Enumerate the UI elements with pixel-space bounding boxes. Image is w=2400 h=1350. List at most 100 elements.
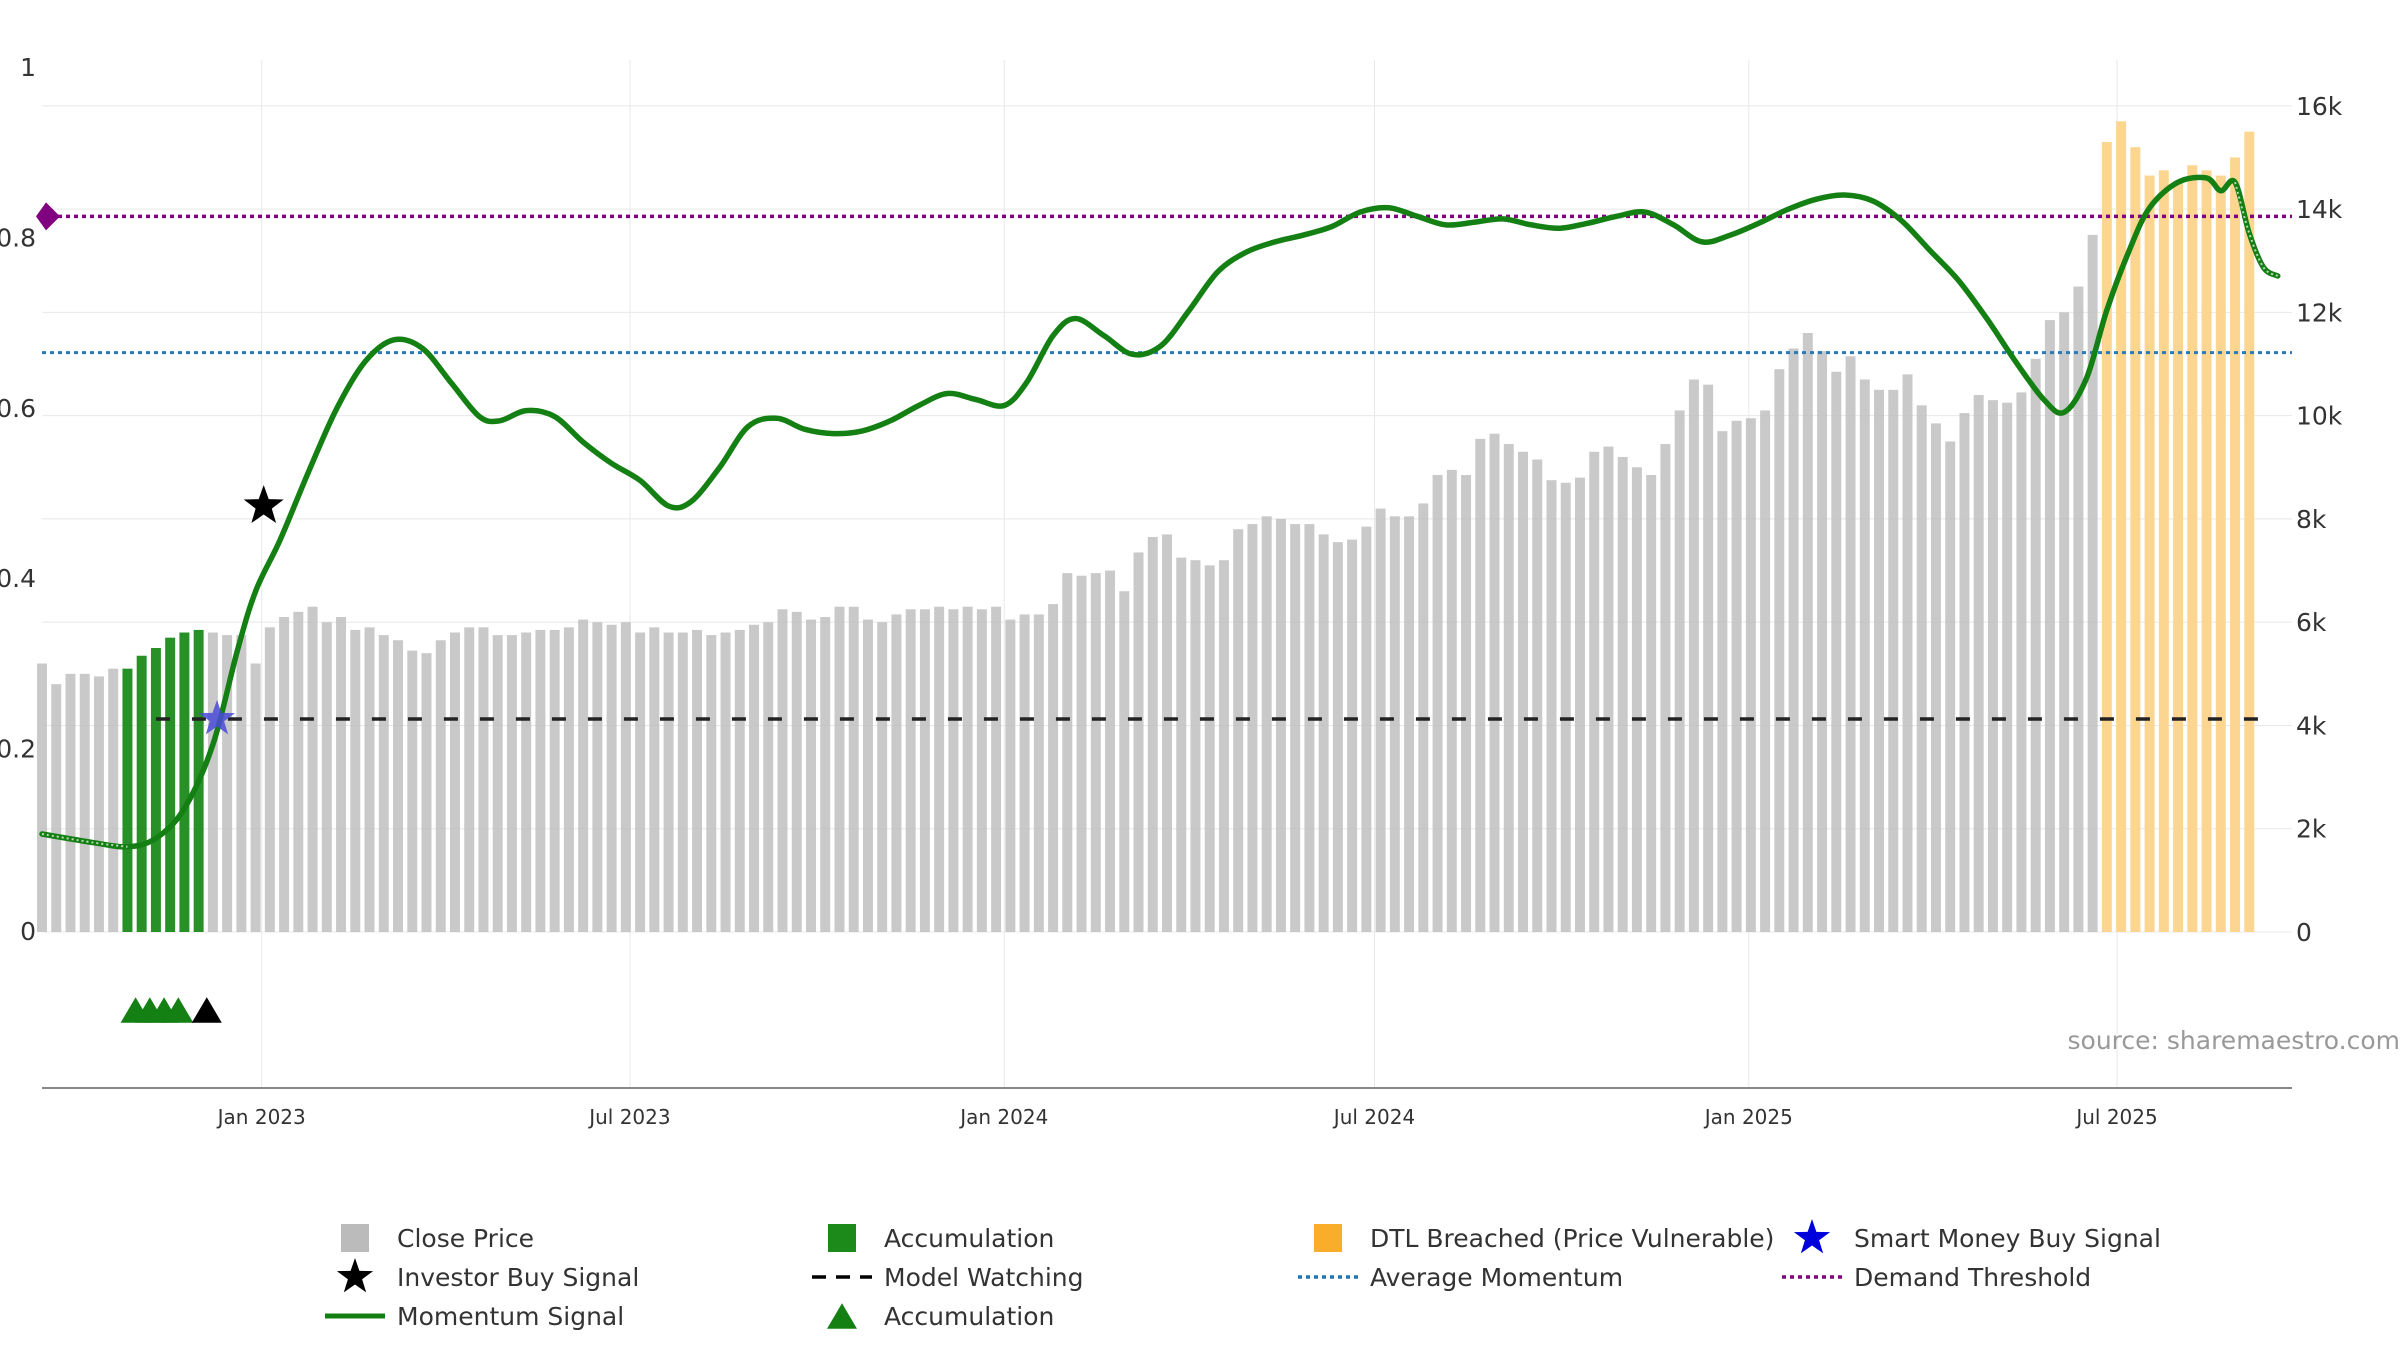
close-price-bar xyxy=(108,668,119,932)
close-price-bar xyxy=(1973,394,1984,932)
axes: Jan 2023 Jul 2023 Jan 2024 Jul 2024 Jan 2025… xyxy=(0,53,2343,1129)
close-price-bar xyxy=(421,653,432,932)
close-price-bar xyxy=(293,611,304,932)
close-price-bar xyxy=(592,622,603,932)
close-price-bar xyxy=(919,609,930,932)
close-price-bar xyxy=(1503,444,1514,932)
y-right-tick-label: 14k xyxy=(2296,195,2343,224)
close-price-bar xyxy=(948,609,959,932)
close-price-bar xyxy=(806,619,816,932)
accumulation-signal-triangle xyxy=(191,997,222,1023)
close-price-bar xyxy=(264,627,275,932)
dtl-breached-bar xyxy=(2215,175,2226,932)
close-price-bar xyxy=(449,632,460,932)
close-price-bar xyxy=(549,629,560,932)
close-price-bar xyxy=(1959,413,1970,932)
close-price-bar xyxy=(563,627,574,932)
y-right-tick-label: 12k xyxy=(2296,298,2343,327)
legend-label: Model Watching xyxy=(884,1263,1084,1292)
close-price-bar xyxy=(1731,420,1742,932)
close-price-bar xyxy=(1802,333,1813,932)
close-price-bar xyxy=(1133,552,1144,932)
x-tick-label: Jul 2024 xyxy=(1332,1105,1415,1129)
close-price-bar xyxy=(407,650,418,932)
close-price-bar xyxy=(37,663,47,932)
accumulation-bar xyxy=(136,655,147,932)
close-price-bar xyxy=(791,611,802,932)
close-price-bar xyxy=(1461,475,1472,932)
close-price-bar xyxy=(1660,444,1671,932)
close-price-bar xyxy=(1574,477,1585,932)
x-tick-label: Jul 2025 xyxy=(2074,1105,2157,1129)
legend-item: DTL Breached (Price Vulnerable) xyxy=(1314,1224,1774,1253)
close-price-bar xyxy=(65,673,76,932)
close-price-bar xyxy=(1275,518,1286,932)
close-price-bar xyxy=(521,632,532,932)
legend-label: Accumulation xyxy=(884,1224,1054,1253)
legend-label: DTL Breached (Price Vulnerable) xyxy=(1370,1224,1774,1253)
close-price-bar xyxy=(79,673,90,932)
legend-swatch-star xyxy=(1793,1219,1831,1254)
close-price-bar xyxy=(1247,524,1258,932)
dtl-breached-bar xyxy=(2116,121,2127,933)
close-price-bar xyxy=(763,622,774,932)
y-right-tick-label: 8k xyxy=(2296,505,2327,534)
close-price-bar xyxy=(1532,459,1543,932)
close-price-bar xyxy=(862,619,873,932)
y-right-tick-label: 0 xyxy=(2296,918,2312,947)
close-price-bar xyxy=(905,609,916,932)
legend-swatch-square xyxy=(341,1224,369,1252)
close-price-bar xyxy=(336,617,347,932)
close-price-bar xyxy=(1347,539,1358,932)
close-price-bar xyxy=(1931,423,1941,932)
close-price-bar xyxy=(1674,410,1685,932)
close-price-bar xyxy=(435,640,446,932)
close-price-bar xyxy=(1916,405,1927,932)
reference-lines xyxy=(36,202,2292,721)
close-price-bar xyxy=(578,619,589,932)
close-price-bar xyxy=(464,627,475,932)
source-label: source: sharemaestro.com xyxy=(2068,1026,2400,1055)
close-price-bar xyxy=(535,629,546,932)
close-price-bar xyxy=(1062,573,1073,932)
close-price-bar xyxy=(1945,441,1956,932)
accumulation-bar xyxy=(165,637,176,932)
y-left-tick-label: 0.4 xyxy=(0,564,36,593)
close-price-bar xyxy=(1019,614,1030,932)
accumulation-triangle xyxy=(163,997,194,1023)
y-left-tick-label: 0.2 xyxy=(0,735,36,764)
accumulation-bar xyxy=(179,632,190,932)
close-price-bar xyxy=(1902,374,1913,932)
close-price-bar xyxy=(350,629,361,932)
close-price-bar xyxy=(1090,573,1101,932)
dtl-breached-bar xyxy=(2201,170,2212,932)
close-price-bar xyxy=(222,635,233,932)
close-price-bar xyxy=(734,629,745,932)
legend-item: Momentum Signal xyxy=(325,1302,624,1331)
legend-swatch-star xyxy=(336,1258,374,1293)
close-price-bar xyxy=(991,606,1002,932)
close-price-bar xyxy=(1119,591,1130,932)
close-price-bar xyxy=(1005,619,1016,932)
legend-label: Smart Money Buy Signal xyxy=(1854,1224,2161,1253)
close-price-bar xyxy=(677,632,688,932)
y-left-tick-label: 0.6 xyxy=(0,394,36,423)
close-price-bar xyxy=(1589,451,1600,932)
dtl-breached-bar xyxy=(2144,175,2155,932)
legend-item: Close Price xyxy=(341,1224,534,1253)
close-price-bar xyxy=(1745,418,1756,933)
close-price-bar xyxy=(720,632,731,932)
dtl-breached-bar xyxy=(2158,170,2169,932)
legend-item: Investor Buy Signal xyxy=(336,1258,639,1293)
close-price-bar xyxy=(692,629,703,932)
close-price-bar xyxy=(2087,234,2098,933)
close-price-bar xyxy=(1489,433,1500,932)
close-price-bar xyxy=(321,622,332,932)
x-tick-label: Jan 2025 xyxy=(1703,1105,1793,1129)
close-price-bar xyxy=(1361,526,1372,932)
close-price-bar xyxy=(1475,438,1486,932)
dtl-breached-bar xyxy=(2187,165,2198,932)
close-price-bar xyxy=(1389,516,1400,932)
close-price-bar xyxy=(1076,575,1087,932)
close-price-bar xyxy=(635,632,646,932)
